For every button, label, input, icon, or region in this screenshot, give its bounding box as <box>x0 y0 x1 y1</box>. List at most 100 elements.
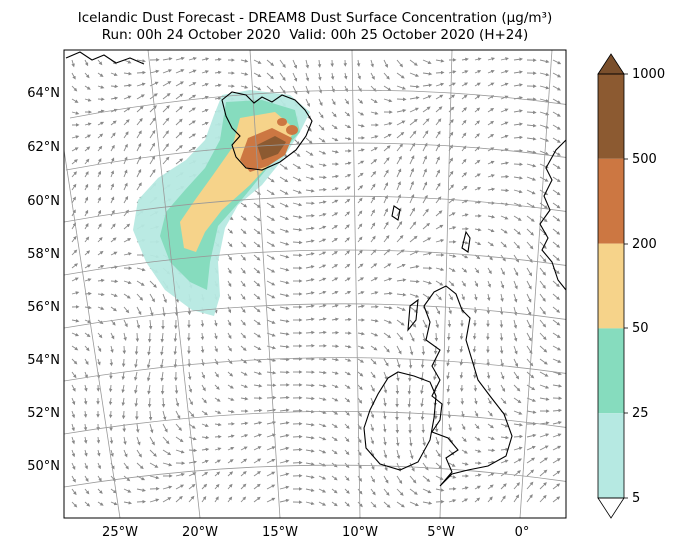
wind-arrow <box>383 133 392 139</box>
wind-arrow <box>200 332 205 341</box>
wind-arrow <box>539 332 547 341</box>
wind-arrow <box>136 449 142 458</box>
wind-arrow <box>331 449 338 455</box>
wind-arrow <box>500 134 509 139</box>
wind-arrow <box>383 397 387 407</box>
wind-arrow <box>214 83 222 88</box>
wind-arrow <box>253 371 263 376</box>
wind-arrow <box>214 319 218 327</box>
wind-arrow <box>266 471 276 477</box>
wind-arrow <box>279 446 290 451</box>
wind-arrow <box>201 83 209 87</box>
wind-arrow <box>71 196 76 204</box>
wind-arrow <box>136 280 145 286</box>
wind-arrow <box>526 481 534 490</box>
wind-arrow <box>396 358 401 369</box>
wind-arrow <box>409 488 418 495</box>
wind-arrow <box>175 449 185 454</box>
wind-arrow <box>83 397 88 405</box>
wind-arrow <box>188 410 195 418</box>
wind-arrow <box>422 488 432 494</box>
wind-arrow <box>110 144 115 152</box>
colorbar-bin-50-200 <box>598 243 624 329</box>
wind-arrow <box>513 458 522 464</box>
wind-arrow <box>357 236 363 243</box>
wind-arrow <box>487 267 492 275</box>
wind-arrow <box>383 157 390 165</box>
wind-arrow <box>513 109 523 113</box>
wind-arrow <box>472 345 477 353</box>
wind-arrow <box>552 458 561 464</box>
wind-arrow <box>370 111 379 115</box>
wind-arrow <box>123 131 129 139</box>
wind-arrow <box>422 332 427 343</box>
wind-arrow <box>84 183 89 191</box>
wind-arrow <box>214 483 220 490</box>
wind-arrow <box>292 163 302 170</box>
wind-arrow <box>123 83 133 88</box>
wind-arrow <box>435 238 445 243</box>
wind-arrow <box>123 252 132 256</box>
wind-arrow <box>240 319 246 326</box>
wind-arrow <box>240 202 248 208</box>
wind-arrow <box>422 251 433 256</box>
wind-arrow <box>421 345 426 356</box>
wind-arrow <box>500 447 510 452</box>
wind-arrow <box>175 131 183 139</box>
wind-arrow <box>240 293 246 301</box>
wind-arrow <box>383 98 393 103</box>
wind-arrow <box>84 345 90 352</box>
wind-arrow <box>383 488 390 496</box>
wind-arrow <box>214 371 219 378</box>
wind-arrow <box>474 200 482 205</box>
wind-arrow <box>146 371 151 382</box>
wind-arrow <box>459 332 464 340</box>
wind-arrow <box>253 384 263 388</box>
wind-arrow <box>108 384 113 393</box>
map-subtitle: Run: 00h 24 October 2020 Valid: 00h 25 O… <box>101 27 529 43</box>
wind-arrow <box>318 304 327 308</box>
wind-arrow <box>513 280 518 290</box>
wind-arrow <box>97 158 102 165</box>
wind-arrow <box>227 280 232 288</box>
wind-arrow <box>383 234 390 243</box>
wind-arrow <box>461 410 465 418</box>
wind-arrow <box>71 183 77 191</box>
wind-arrow <box>383 332 392 339</box>
wind-arrow <box>175 484 185 490</box>
wind-arrow <box>279 163 288 170</box>
wind-arrow <box>383 145 391 152</box>
wind-arrow <box>539 306 546 315</box>
wind-arrow <box>448 423 452 432</box>
wind-arrow <box>526 358 534 367</box>
wind-arrow <box>500 228 508 234</box>
wind-arrow <box>370 72 375 80</box>
wind-arrow <box>97 59 103 66</box>
wind-arrow <box>214 459 221 464</box>
wind-arrow <box>71 159 78 165</box>
wind-arrow <box>123 306 130 314</box>
wind-arrow <box>331 137 339 142</box>
wind-arrow <box>305 265 315 269</box>
wind-arrow <box>513 410 523 415</box>
wind-arrow <box>71 171 77 178</box>
wind-arrow <box>344 358 352 362</box>
wind-arrow <box>71 277 79 282</box>
wind-arrow <box>305 189 315 193</box>
wind-arrow <box>552 163 561 169</box>
wind-arrow <box>240 280 246 288</box>
wind-arrow <box>552 420 562 425</box>
wind-arrow <box>370 263 378 269</box>
wind-arrow <box>201 57 210 61</box>
wind-arrow <box>422 208 429 217</box>
wind-arrow <box>123 156 128 165</box>
colorbar-tick-label: 500 <box>632 152 657 167</box>
colorbar-bin-25-50 <box>598 328 624 414</box>
wind-arrow <box>409 167 414 178</box>
map-title: Icelandic Dust Forecast - DREAM8 Dust Su… <box>77 10 553 26</box>
wind-arrow <box>500 371 505 380</box>
wind-arrow <box>422 237 432 243</box>
wind-arrow <box>123 119 130 126</box>
wind-arrow <box>526 150 537 155</box>
wind-arrow <box>409 142 416 152</box>
